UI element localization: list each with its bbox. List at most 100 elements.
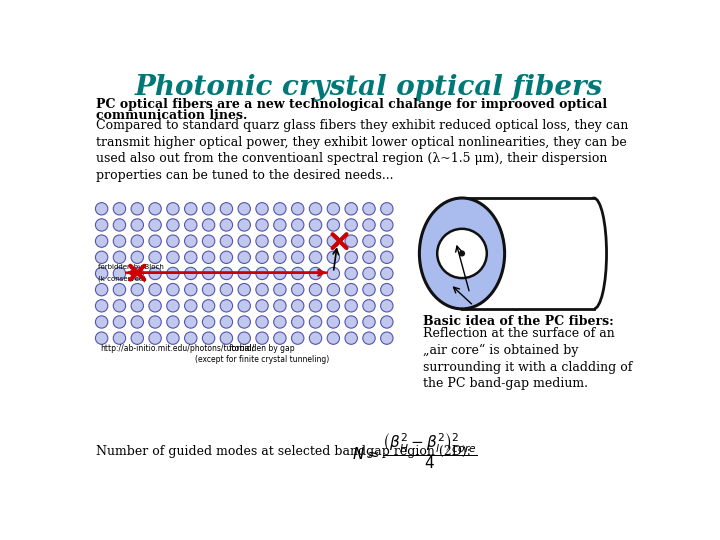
Circle shape (238, 284, 251, 296)
Circle shape (345, 284, 357, 296)
Circle shape (96, 284, 108, 296)
Circle shape (459, 251, 465, 256)
Circle shape (274, 267, 286, 280)
Circle shape (238, 316, 251, 328)
Circle shape (184, 332, 197, 345)
Circle shape (131, 284, 143, 296)
Circle shape (274, 235, 286, 247)
Text: core: core (472, 288, 494, 299)
Circle shape (131, 316, 143, 328)
Circle shape (363, 251, 375, 264)
Circle shape (363, 235, 375, 247)
Circle shape (113, 332, 126, 345)
Bar (462, 198, 594, 309)
Circle shape (327, 219, 340, 231)
Circle shape (131, 219, 143, 231)
Circle shape (184, 219, 197, 231)
Text: forbidden by gap
(except for finite crystal tunneling): forbidden by gap (except for finite crys… (195, 345, 329, 364)
Circle shape (381, 235, 393, 247)
Circle shape (220, 202, 233, 215)
Circle shape (310, 235, 322, 247)
Circle shape (381, 300, 393, 312)
Circle shape (256, 202, 269, 215)
Text: http://ab-initio.mit.edu/photons/tutorial/: http://ab-initio.mit.edu/photons/tutoria… (100, 345, 254, 353)
Circle shape (345, 267, 357, 280)
Circle shape (184, 267, 197, 280)
Circle shape (345, 219, 357, 231)
Circle shape (292, 284, 304, 296)
Circle shape (184, 284, 197, 296)
Circle shape (381, 267, 393, 280)
Circle shape (202, 235, 215, 247)
Circle shape (292, 251, 304, 264)
Circle shape (327, 202, 340, 215)
Circle shape (363, 202, 375, 215)
Text: communication lines.: communication lines. (96, 109, 248, 122)
Circle shape (113, 251, 126, 264)
Circle shape (274, 202, 286, 215)
Circle shape (310, 202, 322, 215)
Circle shape (292, 332, 304, 345)
Circle shape (202, 316, 215, 328)
Text: Basic idea of the PC fibers:: Basic idea of the PC fibers: (423, 315, 614, 328)
Circle shape (113, 300, 126, 312)
Circle shape (292, 316, 304, 328)
Circle shape (292, 267, 304, 280)
Circle shape (167, 284, 179, 296)
Text: PC optical fibers are a new technological chalange for improoved optical: PC optical fibers are a new technologica… (96, 98, 608, 111)
Circle shape (131, 202, 143, 215)
Circle shape (96, 316, 108, 328)
Circle shape (381, 219, 393, 231)
Circle shape (96, 251, 108, 264)
Circle shape (113, 235, 126, 247)
Circle shape (274, 300, 286, 312)
Circle shape (184, 300, 197, 312)
Circle shape (131, 300, 143, 312)
Ellipse shape (581, 198, 606, 309)
Circle shape (149, 235, 161, 247)
Circle shape (363, 332, 375, 345)
Circle shape (274, 219, 286, 231)
Circle shape (327, 300, 340, 312)
Circle shape (202, 300, 215, 312)
Circle shape (149, 284, 161, 296)
Circle shape (202, 251, 215, 264)
Circle shape (256, 316, 269, 328)
Circle shape (363, 219, 375, 231)
Circle shape (113, 284, 126, 296)
Circle shape (363, 316, 375, 328)
Circle shape (345, 332, 357, 345)
Circle shape (238, 251, 251, 264)
Circle shape (238, 332, 251, 345)
Circle shape (256, 251, 269, 264)
Circle shape (167, 316, 179, 328)
Circle shape (113, 267, 126, 280)
Circle shape (149, 251, 161, 264)
Circle shape (274, 251, 286, 264)
Circle shape (202, 267, 215, 280)
Circle shape (310, 284, 322, 296)
Circle shape (327, 235, 340, 247)
Circle shape (220, 267, 233, 280)
Circle shape (202, 284, 215, 296)
Circle shape (131, 332, 143, 345)
Circle shape (238, 235, 251, 247)
Circle shape (363, 284, 375, 296)
Circle shape (256, 332, 269, 345)
Circle shape (256, 235, 269, 247)
Circle shape (437, 229, 487, 278)
Circle shape (149, 316, 161, 328)
Circle shape (238, 300, 251, 312)
Circle shape (256, 300, 269, 312)
Circle shape (220, 219, 233, 231)
Circle shape (327, 251, 340, 264)
Circle shape (96, 202, 108, 215)
Circle shape (256, 267, 269, 280)
Circle shape (202, 332, 215, 345)
Circle shape (167, 235, 179, 247)
Circle shape (238, 202, 251, 215)
Circle shape (167, 332, 179, 345)
Circle shape (184, 316, 197, 328)
Circle shape (184, 235, 197, 247)
Circle shape (310, 316, 322, 328)
